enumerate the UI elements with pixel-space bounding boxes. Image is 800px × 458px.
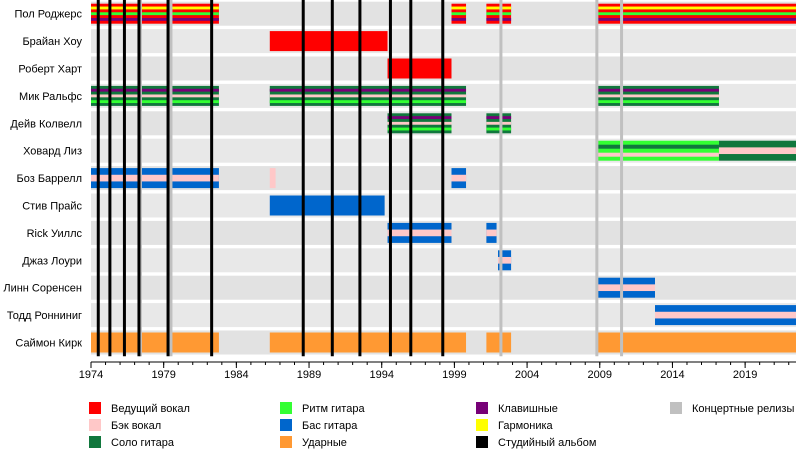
- member-bar-stripe: [596, 144, 719, 149]
- member-bar-stripe: [91, 12, 219, 16]
- member-bar-stripe: [486, 229, 497, 237]
- member-bar-stripe: [451, 17, 467, 21]
- member-names: Пол Роджерс Брайан Хоу Роберт Харт Мик Раль…: [3, 9, 82, 350]
- x-tick-label: 1984: [224, 369, 248, 381]
- x-tick-label: 1999: [442, 369, 466, 381]
- legend-label: Бэк вокал: [111, 420, 161, 432]
- legend-label: Ведущий вокал: [111, 403, 190, 415]
- member-bar: [596, 140, 719, 161]
- legend-swatch: [280, 419, 292, 431]
- x-tick-label: 2009: [588, 369, 612, 381]
- member-bar-stripe: [655, 311, 796, 319]
- legend-label: Концертные релизы: [692, 403, 794, 415]
- member-bar-stripe: [596, 88, 719, 92]
- legend-label: Бас гитара: [302, 420, 358, 432]
- member-bar-stripe: [91, 94, 219, 98]
- release-lines: [96, 0, 624, 357]
- legend-swatch: [280, 436, 292, 448]
- legend-swatch: [280, 402, 292, 414]
- legend-swatch: [670, 402, 682, 414]
- member-bar-stripe: [486, 17, 512, 21]
- member-bar: [486, 332, 512, 353]
- legend-swatch: [89, 402, 101, 414]
- legend-swatch: [89, 419, 101, 431]
- member-name: Стив Прайс: [22, 201, 82, 213]
- member-bar-stripe: [486, 116, 512, 120]
- member-bar-stripe: [91, 6, 219, 10]
- member-name: Роберт Харт: [18, 64, 82, 76]
- member-bar-stripe: [486, 12, 512, 16]
- legend-label: Ударные: [302, 437, 347, 449]
- member-bar: [387, 58, 452, 79]
- member-bar-stripe: [486, 6, 512, 10]
- x-tick-label: 2004: [515, 369, 539, 381]
- x-axis: 1974 1979 1984 1989 1994 1999 2004 2009 2014 2019: [79, 361, 796, 381]
- legend-label: Клавишные: [498, 403, 558, 415]
- member-bar-stripe: [498, 256, 512, 264]
- member-bar-stripe: [387, 121, 452, 125]
- member-bar-stripe: [91, 88, 219, 92]
- legend-swatch: [476, 436, 488, 448]
- member-bar-stripe: [596, 17, 796, 21]
- member-bar-stripe: [596, 94, 719, 98]
- member-name: Дейв Колвелл: [10, 118, 82, 130]
- legend: Ведущий вокал Бэк вокал Соло гитара Ритм ги…: [89, 402, 794, 449]
- member-name: Пол Роджерс: [15, 9, 83, 21]
- member-name: Джаз Лоури: [22, 255, 82, 267]
- legend-swatch: [476, 402, 488, 414]
- legend-label: Гармоника: [498, 420, 554, 432]
- legend-label: Студийный альбом: [498, 437, 596, 449]
- member-bars: [91, 3, 796, 353]
- member-bar-stripe: [486, 127, 512, 131]
- member-bar-stripe: [269, 100, 467, 104]
- member-bar-stripe: [596, 12, 796, 16]
- legend-swatch: [89, 436, 101, 448]
- x-tick-label: 1979: [151, 369, 175, 381]
- x-tick-label: 2014: [660, 369, 684, 381]
- member-bar-stripe: [451, 12, 467, 16]
- member-bar: [269, 195, 385, 216]
- member-bar-stripe: [387, 127, 452, 131]
- member-bar-stripe: [387, 116, 452, 120]
- x-tick-label: 1974: [79, 369, 103, 381]
- member-bar-stripe: [596, 6, 796, 10]
- x-tick-label: 2019: [733, 369, 757, 381]
- member-bar-stripe: [269, 94, 467, 98]
- member-bar: [596, 332, 796, 353]
- member-bar-stripe: [91, 100, 219, 104]
- member-name: Ховард Лиз: [23, 146, 82, 158]
- member-name: Боз Баррелл: [17, 173, 82, 185]
- legend-swatch: [476, 419, 488, 431]
- member-name: Линн Соренсен: [3, 283, 82, 295]
- x-tick-label: 1989: [297, 369, 321, 381]
- legend-label: Соло гитара: [111, 437, 175, 449]
- member-bar-stripe: [451, 174, 467, 182]
- legend-label: Ритм гитара: [302, 403, 365, 415]
- member-bar-stripe: [596, 284, 655, 292]
- member-bar: [269, 168, 276, 189]
- member-bar-stripe: [596, 100, 719, 104]
- member-bar-stripe: [596, 152, 719, 157]
- member-bar-stripe: [91, 174, 219, 182]
- member-bar-stripe: [387, 229, 452, 237]
- member-name: Брайан Хоу: [22, 36, 82, 48]
- member-name: Саймон Кирк: [15, 338, 82, 350]
- member-bar-stripe: [91, 17, 219, 21]
- member-bar: [269, 31, 388, 52]
- member-name: Мик Ральфс: [19, 91, 82, 103]
- member-name: Rick Уиллс: [27, 228, 83, 240]
- member-bar-stripe: [269, 88, 467, 92]
- member-bar-stripe: [451, 6, 467, 10]
- member-name: Тодд Ронниниг: [7, 310, 82, 322]
- member-bar-stripe: [718, 147, 796, 155]
- x-tick-label: 1994: [369, 369, 393, 381]
- member-bar-stripe: [486, 121, 512, 125]
- member-bar: [269, 332, 467, 353]
